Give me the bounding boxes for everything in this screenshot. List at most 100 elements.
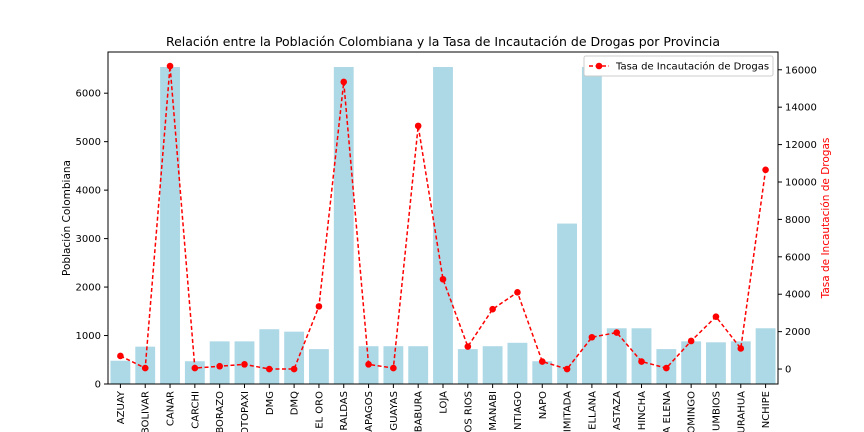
line-point-loja <box>439 275 447 283</box>
x-tick-label: ELLANA <box>587 391 598 430</box>
x-tick-label: OS RIOS <box>463 391 474 432</box>
line-point-galapagos <box>365 361 372 368</box>
x-tick-label: APAGOS <box>364 391 375 432</box>
right-tick-label: 16000 <box>785 65 817 76</box>
bar-manabi <box>482 346 503 384</box>
bar-pichincha <box>631 328 652 384</box>
line-point-dmg <box>265 365 273 373</box>
line-point-morona-santiago <box>514 289 521 296</box>
bar-azuay <box>110 360 131 384</box>
x-tick-label: CARCHI <box>190 391 201 429</box>
left-tick-label: 2000 <box>76 283 101 294</box>
bar-orellana <box>581 67 602 385</box>
right-tick-label: 0 <box>785 365 791 376</box>
line-point-azuay <box>117 352 124 360</box>
line-point-santo-domingo <box>687 337 695 345</box>
bar-sucumbios <box>706 342 726 384</box>
right-axis-ticks: 0 2000 4000 6000 8000 10000 12000 14000 16000 <box>778 65 817 376</box>
x-tick-label: OMINGO <box>687 391 698 432</box>
x-tick-label: CANAR <box>166 391 177 426</box>
x-tick-label: OTOPAXI <box>240 391 251 432</box>
right-axis-label: Tasa de Incautación de Drogas <box>820 138 832 300</box>
bar-dmg <box>259 329 280 384</box>
line-point-canar <box>166 62 174 70</box>
line-point-orellana <box>588 333 596 341</box>
bar-morona-santiago <box>507 342 528 384</box>
line-point-cotopaxi <box>241 361 248 368</box>
right-tick-label: 4000 <box>785 290 810 301</box>
legend-dot-marker <box>595 62 603 70</box>
x-tick-label: LOJA <box>439 391 450 414</box>
x-tick-label: DMQ <box>290 391 301 415</box>
line-series <box>117 62 769 373</box>
bar-dmq <box>284 331 305 384</box>
legend-entry-label: Tasa de Incautación de Drogas <box>615 61 769 73</box>
bar-pastaza-limitada <box>557 223 577 384</box>
bar-carchi <box>184 361 205 384</box>
x-tick-label: HINCHA <box>637 391 648 430</box>
left-tick-label: 5000 <box>76 137 101 148</box>
line-point-carchi <box>191 364 199 372</box>
bar-chimborazo <box>209 341 230 384</box>
x-axis-ticks: AZUAY BOLIVAR CANAR CARCHI BORAZO OTOPAXI DMG D… <box>116 384 772 432</box>
x-tick-label: NCHIPE <box>761 391 772 428</box>
bar-canar <box>160 67 180 385</box>
x-tick-label: EL ORO <box>314 391 325 429</box>
bar-esmeraldas <box>333 67 354 385</box>
legend: Tasa de Incautación de Drogas <box>583 55 774 77</box>
line-point-bolivar <box>141 364 149 372</box>
line-point-esmeraldas <box>340 78 348 86</box>
line-point-dmq <box>290 365 298 373</box>
bar-zamora-chinchipe <box>755 328 776 384</box>
x-tick-label: GUAYAS <box>389 391 400 431</box>
line-point-chimborazo <box>216 362 223 370</box>
left-tick-label: 3000 <box>76 234 101 245</box>
line-point-sucumbios <box>712 313 720 320</box>
x-tick-label: BORAZO <box>215 391 226 432</box>
left-tick-label: 1000 <box>76 331 101 342</box>
left-tick-label: 0 <box>95 380 101 391</box>
line-point-manabi <box>489 305 496 313</box>
line-point-tungurahua <box>737 345 745 352</box>
bar-los-rios <box>457 349 478 384</box>
line-point-pastaza <box>613 329 621 336</box>
bar-pastaza <box>606 328 627 384</box>
line-point-guayas <box>390 364 397 372</box>
x-tick-label: URAHUA <box>736 391 747 432</box>
line-point-imbabura <box>414 122 422 130</box>
bar-santo-domingo <box>681 341 702 384</box>
right-tick-label: 8000 <box>785 215 810 226</box>
x-tick-label: DMG <box>265 391 276 415</box>
line-path <box>120 65 767 370</box>
line-point-pichincha <box>638 358 645 365</box>
right-tick-label: 12000 <box>785 140 817 151</box>
right-tick-label: 2000 <box>785 327 810 338</box>
legend-box <box>583 55 774 77</box>
right-tick-label: 6000 <box>785 252 810 263</box>
right-tick-label: 10000 <box>785 177 817 188</box>
bar-imbabura <box>408 346 429 384</box>
x-tick-label: MANABI <box>488 391 499 431</box>
x-tick-label: RALDAS <box>339 391 350 431</box>
bar-el-oro <box>309 349 329 384</box>
bar-loja <box>433 67 453 385</box>
x-tick-label: BOLIVAR <box>141 391 152 432</box>
bar-tungurahua <box>730 341 751 384</box>
x-tick-label: AZUAY <box>116 390 127 424</box>
right-tick-label: 14000 <box>785 103 817 114</box>
left-tick-label: 6000 <box>76 89 101 100</box>
x-tick-label: A ELENA <box>662 391 673 432</box>
line-point-pastaza-limitada <box>563 365 571 373</box>
x-tick-label: UMBIOS <box>711 391 722 431</box>
bar-napo <box>532 361 553 384</box>
line-point-zamora-chinchipe <box>762 166 769 174</box>
x-tick-label: IMITADA <box>563 391 574 432</box>
left-tick-label: 4000 <box>76 186 101 197</box>
x-tick-label: BABURA <box>414 391 425 432</box>
line-point-napo <box>538 358 546 365</box>
x-tick-label: NAPO <box>538 391 549 419</box>
chart-title: Relación entre la Población Colombiana y… <box>166 34 720 49</box>
line-point-el-oro <box>315 303 323 310</box>
line-point-los-rios <box>464 343 472 350</box>
